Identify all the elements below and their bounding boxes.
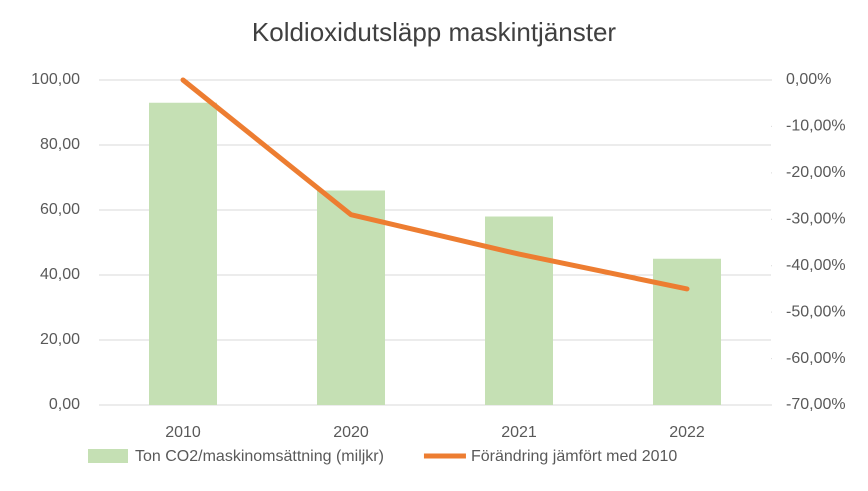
y-tick-label: 20,00 [40,331,80,348]
bar [653,258,721,405]
y2-tick-label: -40,00% [786,257,846,274]
y-tick-label: 0,00 [49,396,80,413]
x-tick-label: 2010 [165,424,201,441]
y2-tick-label: -30,00% [786,211,846,228]
x-tick-label: 2020 [333,424,369,441]
bar [317,190,385,405]
y2-tick-label: -10,00% [786,118,846,135]
legend-label: Ton CO2/maskinomsättning (miljkr) [135,448,384,465]
y2-tick-label: -20,00% [786,164,846,181]
y2-tick-label: 0,00% [786,71,831,88]
bar [149,102,217,405]
y2-tick-label: -50,00% [786,303,846,320]
line-series [180,77,690,292]
y2-tick-label: -70,00% [786,396,846,413]
y2-tick-label: -60,00% [786,350,846,367]
chart-title: Koldioxidutsläpp maskintjänster [252,17,617,47]
y-tick-label: 60,00 [40,201,80,218]
x-tick-label: 2021 [501,424,537,441]
legend-swatch [88,449,128,463]
y-tick-label: 80,00 [40,136,80,153]
x-tick-label: 2022 [669,424,705,441]
y-tick-label: 100,00 [31,71,80,88]
legend-label: Förändring jämfört med 2010 [471,448,677,465]
y-tick-label: 40,00 [40,266,80,283]
bar [485,216,553,405]
